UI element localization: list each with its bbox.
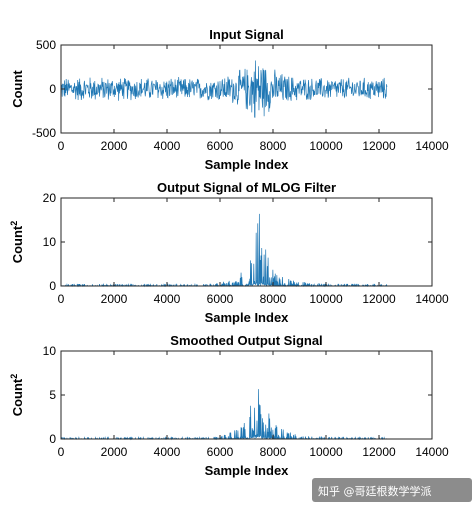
y-tick-label: 0 — [49, 279, 56, 293]
x-tick-label: 0 — [58, 139, 65, 153]
y-tick-label: 500 — [36, 38, 56, 52]
y-tick-label: 0 — [49, 432, 56, 446]
x-tick-label: 12000 — [362, 445, 396, 459]
x-tick-label: 2000 — [101, 292, 128, 306]
x-tick-label: 8000 — [260, 292, 287, 306]
chart-title: Smoothed Output Signal — [170, 333, 322, 348]
y-axis-label-text: Count — [10, 225, 25, 263]
x-tick-label: 2000 — [101, 139, 128, 153]
x-tick-label: 8000 — [260, 445, 287, 459]
y-axis-label-superscript: 2 — [9, 374, 19, 379]
signal-line — [60, 60, 388, 118]
x-tick-label: 10000 — [309, 445, 343, 459]
x-tick-label: 4000 — [154, 292, 181, 306]
y-axis-label: Count2 — [9, 374, 25, 417]
chart-title: Output Signal of MLOG Filter — [157, 180, 336, 195]
y-axis-label: Count — [10, 70, 25, 108]
y-tick-label: 20 — [43, 191, 57, 205]
x-tick-label: 6000 — [207, 445, 234, 459]
x-tick-label: 14000 — [415, 292, 449, 306]
watermark-text: 知乎 @哥廷根数学学派 — [318, 484, 432, 498]
watermark: 知乎 @哥廷根数学学派 — [312, 478, 472, 502]
y-tick-label: 10 — [43, 235, 57, 249]
y-axis-label-superscript: 2 — [9, 221, 19, 226]
x-axis-label: Sample Index — [205, 157, 290, 172]
x-tick-label: 12000 — [362, 139, 396, 153]
subplot-3: Smoothed Output Signal 0 2000 4000 6000 8000 1… — [9, 333, 449, 478]
x-tick-label: 0 — [58, 292, 65, 306]
x-tick-label: 14000 — [415, 139, 449, 153]
y-axis-label-text: Count — [10, 70, 25, 108]
x-tick-label: 4000 — [154, 445, 181, 459]
x-tick-label: 6000 — [207, 139, 234, 153]
y-tick-label: 10 — [43, 344, 57, 358]
y-tick-label: 0 — [49, 82, 56, 96]
x-tick-label: 0 — [58, 445, 65, 459]
x-tick-label: 12000 — [362, 292, 396, 306]
x-axis-label: Sample Index — [205, 310, 290, 325]
subplot-2: Output Signal of MLOG Filter 0 2000 4000 600… — [9, 180, 449, 325]
chart-title: Input Signal — [209, 27, 283, 42]
x-tick-label: 4000 — [154, 139, 181, 153]
x-tick-label: 10000 — [309, 139, 343, 153]
x-tick-label: 10000 — [309, 292, 343, 306]
x-tick-label: 14000 — [415, 445, 449, 459]
x-tick-label: 8000 — [260, 139, 287, 153]
x-tick-label: 6000 — [207, 292, 234, 306]
y-tick-label: 5 — [49, 388, 56, 402]
y-axis-label: Count2 — [9, 221, 25, 264]
x-tick-label: 2000 — [101, 445, 128, 459]
subplot-1: Input Signal 0 2000 4000 6000 8000 10000 12000 1… — [10, 27, 449, 172]
x-axis-label: Sample Index — [205, 463, 290, 478]
y-axis-label-text: Count — [10, 378, 25, 416]
y-tick-label: -500 — [32, 126, 56, 140]
